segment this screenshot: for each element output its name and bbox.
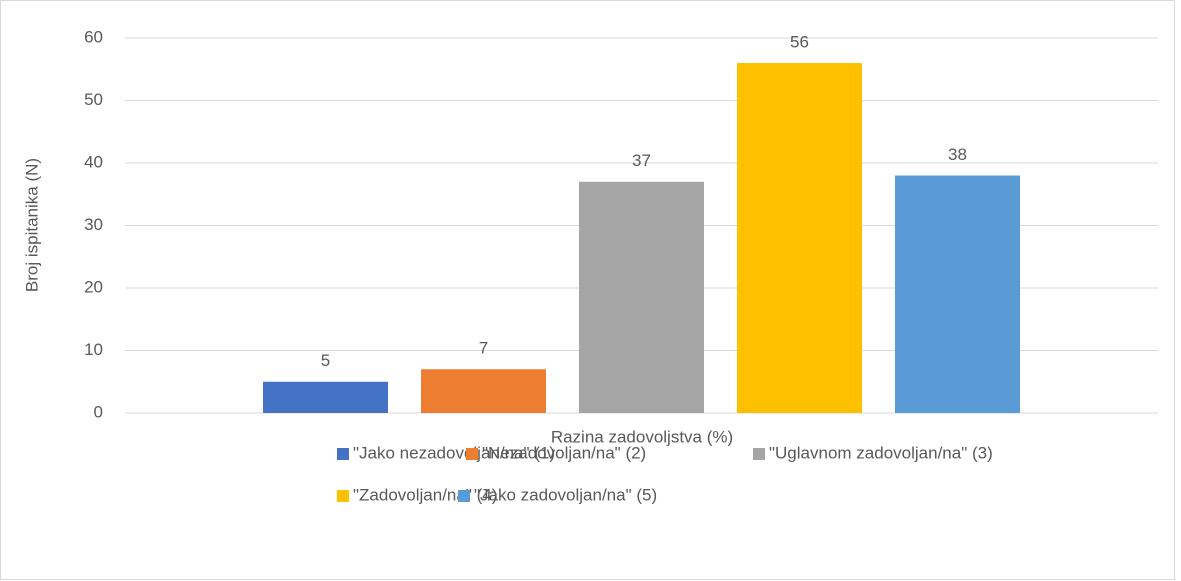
legend-label: "Jako nezadovoljan/na" (1) [353,443,555,462]
legend-swatch [466,448,478,460]
y-tick-label: 60 [84,27,103,46]
data-label: 5 [321,351,330,370]
legend-swatch [753,448,765,460]
legend-swatch [458,490,470,502]
data-label: 56 [790,32,809,51]
y-tick-label: 10 [84,340,103,359]
y-tick-label: 30 [84,215,103,234]
y-tick-label: 0 [94,402,103,421]
y-tick-label: 40 [84,152,103,171]
data-label: 37 [632,151,651,170]
legend-label: "Uglavnom zadovoljan/na" (3) [769,443,993,462]
y-tick-label: 50 [84,90,103,109]
legend-label: "Jako zadovoljan/na" (5) [474,485,657,504]
data-label: 7 [479,339,488,358]
data-label: 38 [948,145,967,164]
bar [579,181,704,413]
legend-label: "Nezadovoljan/na" (2) [482,443,646,462]
bar [737,63,862,413]
y-axis-label: Broj ispitanika (N) [22,158,41,292]
legend-swatch [337,490,349,502]
bar [263,381,388,413]
bar [895,175,1020,413]
x-axis-label: Razina zadovoljstva (%) [551,427,733,446]
y-tick-label: 20 [84,277,103,296]
legend-swatch [337,448,349,460]
bar [421,369,546,413]
